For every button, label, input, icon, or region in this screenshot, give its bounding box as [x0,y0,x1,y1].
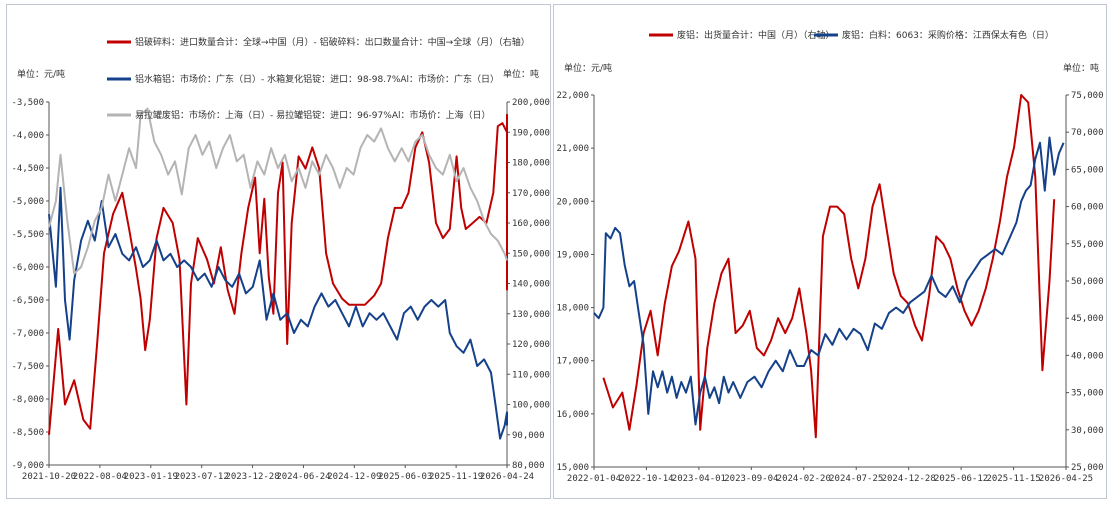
left-tick-label: 18,000 [556,304,589,314]
x-tick-label: 2024-12-28 [882,474,936,484]
left-unit-label: 单位：元/吨 [564,62,612,74]
right-tick-label: 100,000 [512,401,550,411]
series-line-3 [48,107,508,275]
x-tick-label: 2022-10-14 [619,474,673,484]
right-tick-label: 60,000 [1071,203,1104,213]
x-tick-label: 2025-06-03 [378,472,432,482]
x-tick-label: 2026-04-25 [1039,474,1093,484]
chart-panel-right: 单位：元/吨 单位：吨 22,000 21,000 20,000 19,000 18,000… [553,4,1107,499]
left-tick-label: -7,000 [11,329,44,339]
x-tick-label: 2025-11-15 [986,474,1040,484]
series-line-2 [593,136,1065,426]
x-tick-label: 2024-12-09 [327,472,381,482]
x-tick-label: 2024-02-20 [777,474,831,484]
left-tick-label: -5,000 [11,197,44,207]
left-tick-label: 21,000 [556,144,589,154]
chart-svg-left: 单位：元/吨 单位：吨 -3,500 -4,000 -4,500 -5,000 -5,500… [11,36,550,482]
right-tick-label: 75,000 [1071,91,1104,101]
left-unit-label: 单位：元/吨 [17,68,65,80]
right-tick-label: 30,000 [1071,426,1104,436]
left-tick-label: -8,500 [11,428,44,438]
left-tick-label: 17,000 [556,357,589,367]
left-tick-label: 19,000 [556,250,589,260]
right-tick-label: 45,000 [1071,314,1104,324]
right-tick-label: 50,000 [1071,277,1104,287]
right-tick-label: 160,000 [512,219,550,229]
left-tick-label: 20,000 [556,197,589,207]
legend-label-1: 铝破碎料：进口数量合计：全球→中国（月）- 铝破碎料：出口数量合计：中国→全球（… [135,36,530,48]
legend-label-3: 易拉罐废铝：市场价：上海（日）- 易拉罐铝锭：进口：96-97%Al：市场价：上… [135,109,490,121]
x-tick-label: 2025-06-12 [934,474,988,484]
series-line-1 [48,114,508,435]
left-tick-label: -9,000 [11,461,44,471]
left-tick-label: 22,000 [556,91,589,101]
left-tick-label: 15,000 [556,463,589,473]
left-tick-label: -6,000 [11,263,44,273]
right-tick-label: 180,000 [512,159,550,169]
right-tick-label: 200,000 [512,98,550,108]
legend-label-2: 废铝：白料：6063：采购价格：江西保太有色（日） [842,29,1054,41]
right-tick-label: 80,000 [512,461,545,471]
right-unit-label: 单位：吨 [503,68,539,80]
x-tick-label: 2024-07-25 [829,474,883,484]
left-tick-label: -4,000 [11,131,44,141]
right-tick-label: 140,000 [512,280,550,290]
x-tick-label: 2025-11-19 [429,472,483,482]
left-tick-label: -7,500 [11,362,44,372]
left-tick-label: -8,000 [11,395,44,405]
right-tick-label: 70,000 [1071,128,1104,138]
right-tick-label: 65,000 [1071,165,1104,175]
right-tick-label: 35,000 [1071,389,1104,399]
right-tick-label: 130,000 [512,310,550,320]
right-tick-label: 150,000 [512,249,550,259]
chart-svg-right: 单位：元/吨 单位：吨 22,000 21,000 20,000 19,000 18,000… [556,29,1104,484]
x-tick-label: 2023-04-01 [672,474,726,484]
left-tick-label: -5,500 [11,230,44,240]
left-tick-label: -6,500 [11,296,44,306]
right-tick-label: 90,000 [512,431,545,441]
right-unit-label: 单位：吨 [1063,62,1099,74]
x-tick-label: 2023-09-04 [724,474,778,484]
legend-label-2: 铝水箱铝：市场价：广东（日）- 水箱复化铝锭：进口：98-98.7%Al：市场价… [135,73,499,85]
left-tick-label: -4,500 [11,164,44,174]
right-tick-label: 120,000 [512,340,550,350]
right-tick-label: 40,000 [1071,351,1104,361]
right-tick-label: 170,000 [512,189,550,199]
left-tick-label: 16,000 [556,410,589,420]
x-tick-label: 2023-12-28 [225,472,279,482]
right-tick-label: 110,000 [512,370,550,380]
series-line-1 [602,94,1056,439]
right-tick-label: 55,000 [1071,240,1104,250]
right-tick-label: 25,000 [1071,463,1104,473]
x-tick-label: 2021-10-20 [22,472,76,482]
left-tick-label: -3,500 [11,98,44,108]
x-tick-label: 2026-04-24 [480,472,534,482]
x-tick-label: 2023-01-19 [124,472,178,482]
series-line-2 [48,186,508,440]
right-tick-label: 190,000 [512,128,550,138]
x-tick-label: 2022-08-04 [73,472,127,482]
x-tick-label: 2024-06-24 [276,472,330,482]
x-tick-label: 2023-07-12 [175,472,229,482]
chart-panel-left: 单位：元/吨 单位：吨 -3,500 -4,000 -4,500 -5,000 -5,500… [6,4,551,499]
x-tick-label: 2022-01-04 [567,474,621,484]
legend-label-1: 废铝：出货量合计：中国（月）（右轴） [677,29,835,41]
